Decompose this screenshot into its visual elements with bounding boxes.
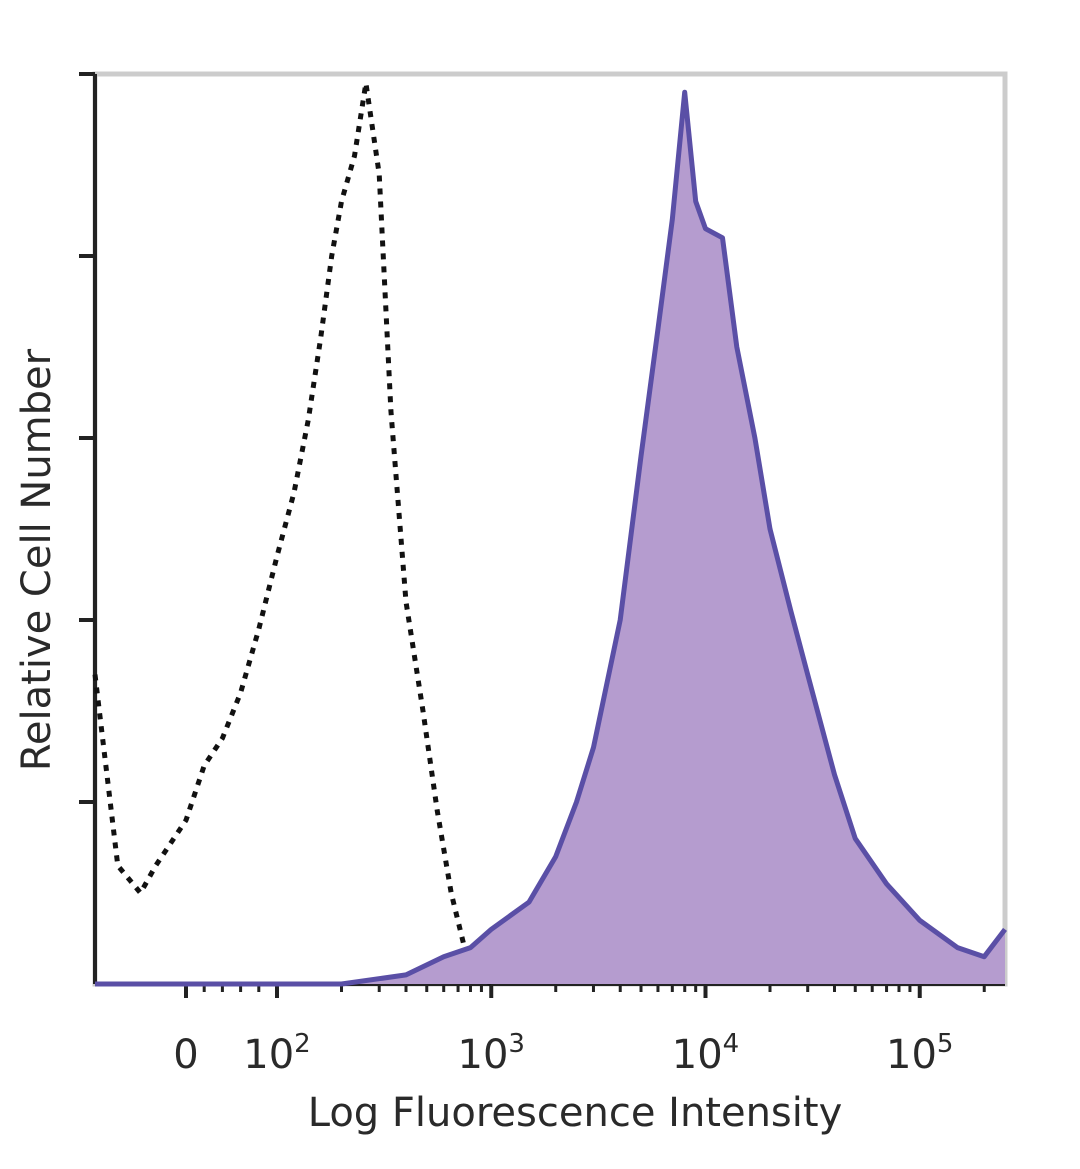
series-layer xyxy=(92,80,1007,987)
y-axis-label: Relative Cell Number xyxy=(14,348,60,771)
x-tick-label-base: 10 xyxy=(458,1032,509,1078)
x-tick-label-base: 10 xyxy=(672,1032,723,1078)
x-tick-label: 102 xyxy=(243,1029,310,1078)
x-tick-label-base: 10 xyxy=(886,1032,937,1078)
x-axis-ticks xyxy=(184,984,986,998)
x-tick-labels: 0 102 103 104 105 xyxy=(173,1029,953,1078)
x-tick-label-base: 10 xyxy=(243,1032,294,1078)
stained-histogram-line xyxy=(95,89,1007,987)
x-tick-label: 105 xyxy=(886,1029,953,1078)
x-tick-label: 0 xyxy=(173,1032,198,1078)
x-tick-label-exponent: 4 xyxy=(723,1029,740,1059)
x-tick-label-exponent: 5 xyxy=(937,1029,954,1059)
plot-frame xyxy=(92,71,1008,987)
x-tick-label-exponent: 2 xyxy=(294,1029,311,1059)
x-axis-label: Log Fluorescence Intensity xyxy=(308,1090,843,1136)
x-tick-label-exponent: 3 xyxy=(508,1029,525,1059)
x-tick-label: 104 xyxy=(672,1029,739,1078)
x-tick-label-base: 0 xyxy=(173,1032,198,1078)
x-tick-label: 103 xyxy=(458,1029,525,1078)
y-axis-ticks xyxy=(79,72,95,804)
stained-histogram-fill xyxy=(95,92,1005,984)
control-histogram-line xyxy=(92,80,493,987)
